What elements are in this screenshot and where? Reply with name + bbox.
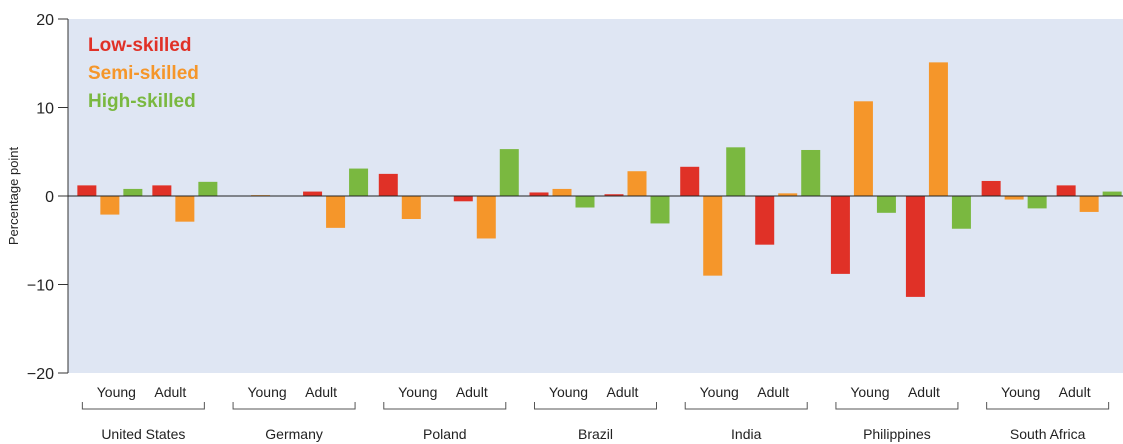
group-label: Philippines — [863, 426, 931, 442]
subgroup-label: Adult — [456, 384, 488, 400]
bar — [1102, 191, 1122, 196]
group-bracket — [684, 402, 808, 410]
bar — [627, 171, 647, 196]
bar — [499, 149, 519, 196]
y-tick-label: −20 — [27, 366, 54, 383]
y-tick-label: 10 — [36, 101, 54, 118]
bar — [650, 196, 670, 224]
group-label: Brazil — [578, 426, 613, 442]
group-label: India — [731, 426, 762, 442]
bar — [529, 192, 549, 196]
bar — [552, 188, 572, 196]
bar — [198, 181, 218, 196]
bar — [726, 147, 746, 196]
bar — [1079, 196, 1099, 212]
group-bracket — [986, 402, 1110, 410]
bar — [853, 101, 873, 196]
group-label: Germany — [265, 426, 323, 442]
bar — [1056, 185, 1076, 196]
bar — [100, 196, 120, 215]
bar — [575, 196, 595, 208]
bar — [123, 188, 143, 196]
subgroup-label: Adult — [607, 384, 639, 400]
legend-item: Low-skilled — [88, 35, 191, 56]
y-tick-label: −10 — [27, 278, 54, 295]
subgroup-label: Young — [247, 384, 286, 400]
group-bracket — [81, 402, 205, 410]
subgroup-label: Adult — [908, 384, 940, 400]
group-bracket — [232, 402, 356, 410]
y-axis-label: Percentage point — [6, 146, 21, 245]
bar — [703, 196, 723, 276]
bar — [876, 196, 896, 213]
bars — [77, 62, 1122, 297]
group-bracket — [835, 402, 959, 410]
subgroup-label: Adult — [757, 384, 789, 400]
bar — [453, 196, 473, 202]
bar — [680, 166, 700, 196]
bar — [830, 196, 850, 274]
bar — [801, 149, 821, 196]
bar — [604, 194, 624, 196]
bar — [755, 196, 775, 245]
bar — [175, 196, 195, 222]
bar — [778, 193, 798, 196]
bar — [905, 196, 925, 297]
bar — [981, 180, 1001, 196]
subgroup-label: Adult — [305, 384, 337, 400]
subgroup-label: Young — [97, 384, 136, 400]
bar — [378, 173, 398, 196]
subgroup-label: Young — [398, 384, 437, 400]
bar — [476, 196, 496, 239]
bar — [928, 62, 948, 196]
bar — [303, 191, 323, 196]
legend-item: High-skilled — [88, 91, 196, 112]
subgroup-label: Young — [549, 384, 588, 400]
bar — [1004, 196, 1024, 200]
y-tick-label: 0 — [45, 189, 54, 206]
bar — [349, 168, 369, 196]
bar — [326, 196, 346, 228]
group-bracket — [534, 402, 657, 410]
subgroup-label: Adult — [154, 384, 186, 400]
legend-item: Semi-skilled — [88, 63, 199, 84]
group-label: United States — [101, 426, 185, 442]
group-bracket — [383, 402, 507, 410]
subgroup-label: Adult — [1059, 384, 1091, 400]
bar — [951, 196, 971, 229]
y-tick-label: 20 — [36, 12, 54, 29]
group-label: Poland — [423, 426, 467, 442]
bar — [401, 196, 421, 220]
group-label: South Africa — [1010, 426, 1086, 442]
bar — [77, 185, 97, 196]
bar — [152, 185, 172, 196]
subgroup-label: Young — [1001, 384, 1040, 400]
axes: 20 10 0 −10 −20 Young Adult United States Young A… — [27, 12, 1123, 442]
legend: Low-skilled Semi-skilled High-skilled — [88, 35, 199, 112]
bar — [1027, 196, 1047, 209]
subgroup-label: Young — [850, 384, 889, 400]
subgroup-label: Young — [700, 384, 739, 400]
